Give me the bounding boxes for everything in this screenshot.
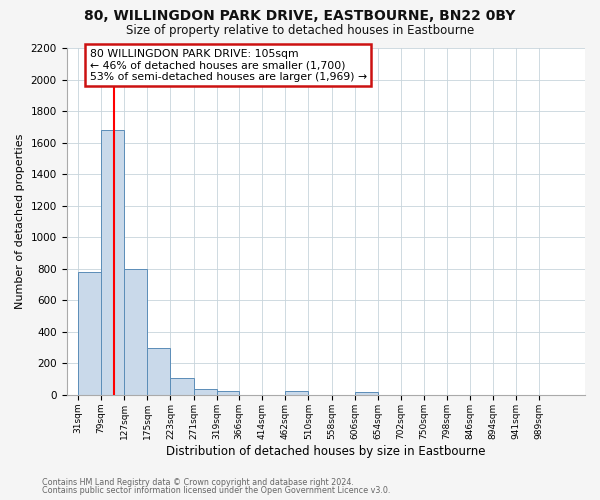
Bar: [78, 272, 101, 395]
Bar: [286, 391, 308, 395]
Text: Contains HM Land Registry data © Crown copyright and database right 2024.: Contains HM Land Registry data © Crown c…: [42, 478, 354, 487]
Text: 80, WILLINGDON PARK DRIVE, EASTBOURNE, BN22 0BY: 80, WILLINGDON PARK DRIVE, EASTBOURNE, B…: [85, 9, 515, 23]
Bar: [355, 392, 378, 395]
X-axis label: Distribution of detached houses by size in Eastbourne: Distribution of detached houses by size …: [166, 444, 485, 458]
Y-axis label: Number of detached properties: Number of detached properties: [15, 134, 25, 309]
Bar: [148, 348, 170, 395]
Bar: [194, 390, 217, 395]
Bar: [124, 269, 148, 395]
Bar: [101, 130, 124, 395]
Text: 80 WILLINGDON PARK DRIVE: 105sqm
← 46% of detached houses are smaller (1,700)
53: 80 WILLINGDON PARK DRIVE: 105sqm ← 46% o…: [89, 49, 367, 82]
Bar: [170, 378, 194, 395]
Bar: [217, 391, 239, 395]
Text: Size of property relative to detached houses in Eastbourne: Size of property relative to detached ho…: [126, 24, 474, 37]
Text: Contains public sector information licensed under the Open Government Licence v3: Contains public sector information licen…: [42, 486, 391, 495]
